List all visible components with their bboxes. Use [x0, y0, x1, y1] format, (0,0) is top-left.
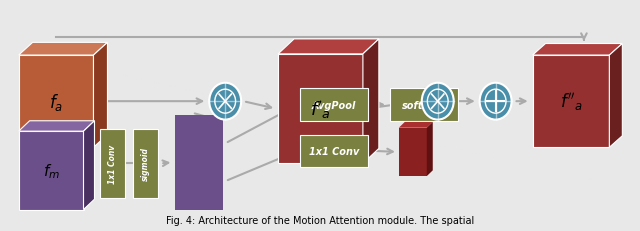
Circle shape: [209, 83, 241, 120]
Text: $f'_a$: $f'_a$: [310, 98, 331, 120]
Polygon shape: [390, 89, 458, 121]
Polygon shape: [100, 129, 125, 198]
Polygon shape: [300, 89, 368, 121]
Text: $f_a$: $f_a$: [49, 91, 63, 112]
Text: softmax: softmax: [401, 100, 446, 110]
Polygon shape: [300, 135, 368, 167]
Polygon shape: [19, 121, 95, 132]
Text: Fig. 4: Architecture of the Motion Attention module. The spatial: Fig. 4: Architecture of the Motion Atten…: [166, 215, 474, 225]
Text: $f_m$: $f_m$: [43, 161, 60, 180]
Polygon shape: [399, 122, 433, 128]
Polygon shape: [532, 56, 609, 148]
Circle shape: [422, 83, 454, 120]
Text: $f''_a$: $f''_a$: [559, 91, 582, 113]
Polygon shape: [83, 121, 95, 210]
Polygon shape: [19, 132, 83, 210]
Polygon shape: [399, 128, 427, 176]
Polygon shape: [609, 44, 622, 148]
Polygon shape: [532, 44, 622, 56]
Polygon shape: [278, 40, 379, 55]
Polygon shape: [19, 56, 93, 148]
Circle shape: [479, 83, 511, 120]
Polygon shape: [133, 129, 158, 198]
Polygon shape: [363, 40, 379, 164]
Text: sigmoid: sigmoid: [141, 147, 150, 181]
Polygon shape: [175, 116, 223, 210]
Polygon shape: [427, 122, 433, 176]
Polygon shape: [93, 43, 108, 148]
Polygon shape: [19, 43, 108, 56]
Text: 1x1 Conv: 1x1 Conv: [108, 144, 118, 183]
Polygon shape: [278, 55, 363, 164]
Text: AvgPool: AvgPool: [312, 100, 356, 110]
Text: 1x1 Conv: 1x1 Conv: [308, 146, 359, 156]
